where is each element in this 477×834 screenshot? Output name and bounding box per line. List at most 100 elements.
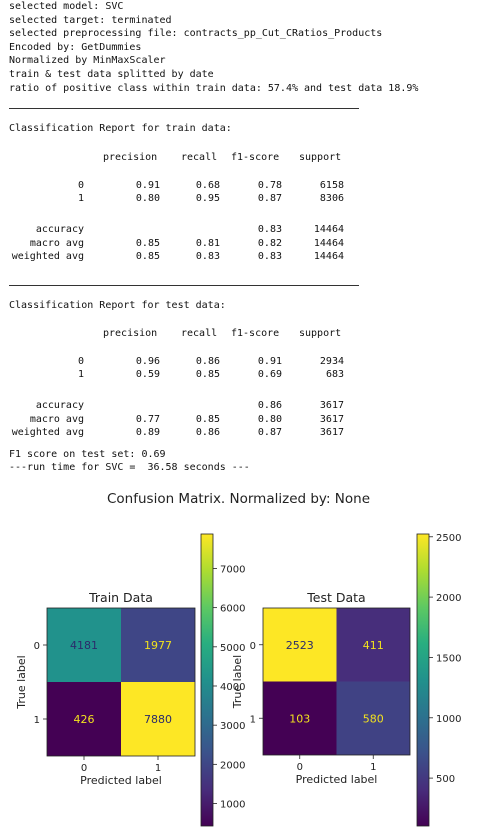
row-label: weighted avg (11, 251, 84, 263)
cell-precision: 0.80 (135, 193, 160, 205)
runtime-line: ---run time for SVC = 36.58 seconds --- (9, 462, 250, 473)
x-axis-label: Predicted label (80, 774, 162, 787)
cell-support: 3617 (319, 400, 344, 411)
cell-support: 14464 (313, 237, 344, 249)
cell-f1: 0.82 (257, 237, 282, 249)
cell-support: 683 (325, 369, 344, 381)
x-tick-label: 0 (297, 762, 303, 773)
cell-precision: 0.91 (135, 179, 160, 191)
cell-recall: 0.81 (195, 237, 220, 249)
row-label: 1 (77, 193, 84, 205)
cell-recall: 0.83 (195, 251, 220, 263)
separator-line (9, 108, 359, 109)
cell-support: 3617 (319, 413, 344, 425)
cell-precision: 0.59 (135, 369, 160, 381)
cell-f1: 0.83 (257, 251, 282, 263)
matrix-cell (121, 608, 195, 682)
cell-value: 411 (363, 639, 384, 652)
log-line: selected target: terminated (9, 14, 172, 26)
matrix-cell (263, 681, 337, 755)
cell-support: 8306 (319, 193, 344, 205)
cell-support: 6158 (319, 179, 344, 191)
cell-precision: 0.89 (135, 427, 160, 439)
cell-recall: 0.95 (195, 193, 220, 205)
separator-line (9, 285, 359, 286)
header-precision: precision (103, 328, 158, 339)
row-label: accuracy (35, 224, 84, 235)
header-support: support (299, 328, 342, 339)
cell-f1: 0.87 (257, 427, 282, 439)
test-report-title: Classification Report for test data: (9, 300, 226, 311)
report-header-row: precision recall f1-score support (9, 151, 369, 165)
colorbar-tick-label: 6000 (220, 604, 245, 615)
colorbar (200, 533, 214, 827)
panel-title: Train Data (88, 590, 153, 605)
log-line: ratio of positive class within train dat… (9, 82, 419, 94)
cell-value: 103 (289, 712, 310, 725)
cell-f1: 0.80 (257, 413, 282, 425)
row-label: macro avg (29, 413, 84, 425)
cell-f1: 0.83 (257, 224, 282, 235)
row-label: 1 (77, 369, 84, 381)
x-tick-label: 0 (81, 763, 87, 774)
log-line: Encoded by: GetDummies (9, 41, 142, 53)
cell-value: 426 (74, 713, 95, 726)
colorbar-tick-label: 2000 (436, 593, 461, 604)
cell-value: 1977 (144, 639, 172, 652)
cell-value: 4181 (70, 639, 98, 652)
header-precision: precision (103, 152, 158, 163)
x-axis-label: Predicted label (296, 773, 378, 786)
y-axis-label: True label (231, 655, 244, 709)
report-row: accuracy 0.83 14464 (9, 223, 369, 237)
matrix-cell (336, 608, 410, 682)
colorbar-tick-label: 1000 (436, 714, 461, 725)
matrix-cell (47, 682, 121, 756)
colorbar-tick-label: 4000 (220, 682, 245, 693)
x-tick-label: 1 (370, 762, 376, 773)
cell-support: 3617 (319, 427, 344, 439)
x-tick-label: 1 (155, 763, 161, 774)
report-row: 0 0.91 0.68 0.78 6158 (9, 179, 369, 193)
row-label: 0 (77, 355, 84, 367)
cell-f1: 0.87 (257, 193, 282, 205)
cell-recall: 0.86 (195, 355, 220, 367)
y-tick-label: 0 (250, 641, 256, 652)
header-recall: recall (181, 152, 218, 163)
cell-recall: 0.68 (195, 179, 220, 191)
report-header-row: precision recall f1-score support (9, 327, 369, 341)
colorbar-tick-label: 3000 (220, 721, 245, 732)
colorbar-tick-label: 2000 (220, 760, 245, 771)
cell-value: 7880 (144, 713, 172, 726)
log-line: selected model: SVC (9, 1, 124, 12)
cell-support: 14464 (313, 224, 344, 235)
y-tick-label: 0 (34, 641, 40, 652)
colorbar-tick-label: 1500 (436, 653, 461, 664)
cell-precision: 0.96 (135, 355, 160, 367)
matrix-frame (262, 607, 411, 756)
colorbar-tick-label: 7000 (220, 564, 245, 575)
report-row: macro avg 0.85 0.81 0.82 14464 (9, 237, 369, 251)
log-line: selected preprocessing file: contracts_p… (9, 28, 383, 40)
train-report-title: Classification Report for train data: (9, 123, 232, 134)
cell-f1: 0.69 (257, 369, 282, 381)
report-row: weighted avg 0.89 0.86 0.87 3617 (9, 426, 369, 440)
row-label: weighted avg (11, 427, 84, 439)
cell-f1: 0.86 (257, 400, 282, 411)
y-tick-label: 1 (34, 715, 40, 726)
cell-value: 2523 (286, 639, 314, 652)
cell-f1: 0.91 (257, 355, 282, 367)
colorbar (416, 533, 430, 827)
report-row: 1 0.80 0.95 0.87 8306 (9, 192, 369, 206)
header-support: support (299, 152, 342, 163)
y-tick-label: 1 (250, 714, 256, 725)
colorbar-tick-label: 2500 (436, 533, 461, 544)
matrix-cell (121, 682, 195, 756)
row-label: macro avg (29, 237, 84, 249)
console-output: selected model: SVC selected target: ter… (9, 0, 418, 95)
header-recall: recall (181, 328, 218, 339)
log-line: train & test data splitted by date (9, 68, 214, 80)
header-f1: f1-score (231, 152, 280, 163)
row-label: accuracy (35, 400, 84, 411)
cell-precision: 0.77 (135, 413, 160, 425)
